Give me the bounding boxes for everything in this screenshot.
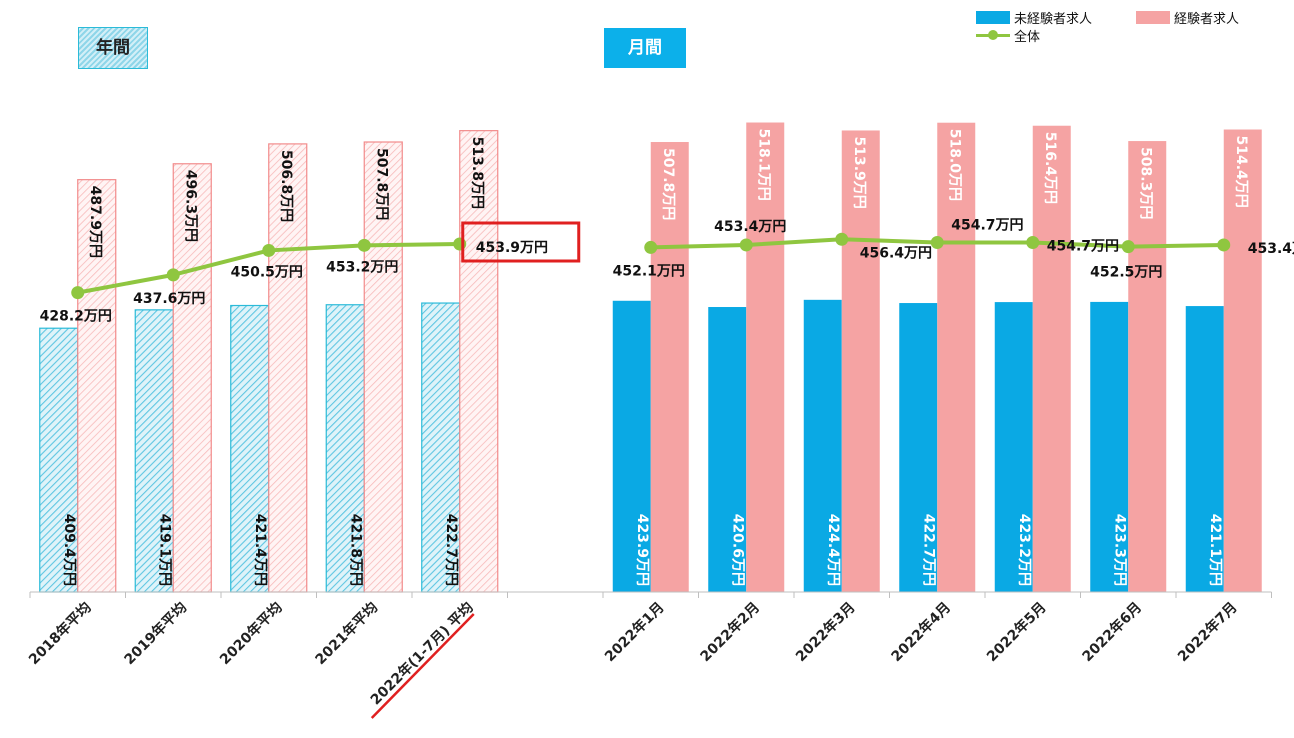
bar-label-inexperienced: 424.4万円 <box>825 514 841 586</box>
overall-point <box>453 237 467 251</box>
x-tick-label: 2022年4月 <box>888 599 954 665</box>
x-tick-label: 2020年平均 <box>216 599 285 668</box>
bar-experienced <box>1223 129 1262 592</box>
x-tick-label: 2022年6月 <box>1079 599 1145 665</box>
bar-experienced <box>1032 125 1071 592</box>
bar-experienced <box>841 130 880 592</box>
bar-label-experienced: 518.1万円 <box>755 129 771 201</box>
bar-label-inexperienced: 422.7万円 <box>920 514 936 586</box>
legend-label-overall: 全体 <box>1014 30 1041 45</box>
line-label: 456.4万円 <box>860 245 932 261</box>
bar-label-inexperienced: 423.2万円 <box>1016 514 1032 586</box>
overall-point <box>644 240 658 254</box>
legend-item-overall: 全体 <box>976 26 1040 45</box>
bar-experienced <box>937 122 976 592</box>
bar-inexperienced <box>899 303 938 592</box>
bar-inexperienced <box>39 327 79 593</box>
bar-label-inexperienced: 421.8万円 <box>347 514 363 586</box>
bar-experienced <box>268 143 308 593</box>
overall-point <box>1217 238 1231 252</box>
bar-label-inexperienced: 409.4万円 <box>61 514 77 586</box>
bar-label-experienced: 518.0万円 <box>946 129 962 201</box>
legend-item-inexperienced: 未経験者求人 <box>976 8 1092 27</box>
overall-point <box>357 238 371 252</box>
line-label: 452.1万円 <box>613 263 685 279</box>
overall-point <box>262 243 276 257</box>
overall-point <box>930 235 944 249</box>
bar-experienced <box>650 142 689 593</box>
bar-experienced <box>172 163 212 593</box>
category-underline <box>370 613 475 719</box>
line-label: 453.9万円 <box>476 240 548 256</box>
overall-point <box>835 232 849 246</box>
line-label: 454.7万円 <box>1047 238 1119 254</box>
annual-label: 年間 <box>78 27 148 69</box>
x-tick-label: 2022年2月 <box>697 599 763 665</box>
line-label: 453.4万円 <box>1248 241 1294 257</box>
legend-label-experienced: 経験者求人 <box>1174 12 1240 27</box>
bar-label-inexperienced: 423.9万円 <box>634 514 650 586</box>
bar-label-inexperienced: 421.1万円 <box>1207 514 1223 586</box>
line-label: 437.6万円 <box>133 291 205 307</box>
legend-swatch-experienced <box>1136 11 1170 24</box>
legend-item-experienced: 経験者求人 <box>1136 8 1239 27</box>
bar-inexperienced <box>1185 306 1224 592</box>
bar-label-experienced: 487.9万円 <box>87 186 103 258</box>
bar-experienced <box>1128 141 1167 592</box>
line-label: 454.7万円 <box>951 217 1023 233</box>
bar-experienced <box>363 141 403 593</box>
line-label: 452.5万円 <box>1090 265 1162 281</box>
x-tick-label: 2019年平均 <box>121 599 190 668</box>
legend-swatch-inexperienced <box>976 11 1010 24</box>
legend: 未経験者求人 経験者求人 全体 <box>976 8 1276 48</box>
line-label: 453.2万円 <box>326 259 398 275</box>
bar-experienced <box>459 130 499 593</box>
bar-label-experienced: 514.4万円 <box>1233 136 1249 208</box>
legend-swatch-overall <box>976 29 1010 42</box>
bar-inexperienced <box>803 299 842 592</box>
bar-label-inexperienced: 419.1万円 <box>156 514 172 586</box>
x-tick-label: 2018年平均 <box>25 599 94 668</box>
bar-label-experienced: 508.3万円 <box>1137 147 1153 219</box>
bar-experienced <box>77 179 117 593</box>
bar-inexperienced <box>994 302 1033 592</box>
bar-label-experienced: 496.3万円 <box>182 170 198 242</box>
line-label: 428.2万円 <box>40 309 112 325</box>
bar-label-inexperienced: 422.7万円 <box>443 514 459 586</box>
bar-label-experienced: 513.8万円 <box>469 137 485 209</box>
line-label: 453.4万円 <box>714 219 786 235</box>
bar-label-inexperienced: 420.6万円 <box>729 514 745 586</box>
legend-label-inexperienced: 未経験者求人 <box>1014 12 1093 27</box>
monthly-label: 月間 <box>604 28 686 68</box>
x-tick-label: 2022年7月 <box>1174 599 1240 665</box>
x-tick-label: 2021年平均 <box>312 599 381 668</box>
bar-label-experienced: 513.9万円 <box>851 136 867 208</box>
overall-point <box>1026 235 1040 249</box>
x-tick-label: 2022年1月 <box>601 599 667 665</box>
overall-point <box>1121 240 1135 254</box>
line-label: 450.5万円 <box>231 264 303 280</box>
bar-label-experienced: 516.4万円 <box>1042 132 1058 204</box>
overall-point <box>71 286 85 300</box>
x-tick-label: 2022年5月 <box>983 599 1049 665</box>
bar-label-inexperienced: 421.4万円 <box>252 514 268 586</box>
bar-inexperienced <box>1090 301 1129 592</box>
bar-label-experienced: 507.8万円 <box>373 148 389 220</box>
bar-inexperienced <box>134 309 174 593</box>
x-tick-label: 2022年(1-7月) 平均 <box>367 599 477 709</box>
x-tick-label: 2022年3月 <box>792 599 858 665</box>
bar-label-inexperienced: 423.3万円 <box>1111 514 1127 586</box>
bar-label-experienced: 507.8万円 <box>660 148 676 220</box>
bar-label-experienced: 506.8万円 <box>278 150 294 222</box>
bar-inexperienced <box>612 300 651 592</box>
highlight-box <box>461 221 581 263</box>
overall-point <box>739 238 753 252</box>
bar-experienced <box>746 122 785 592</box>
bar-inexperienced <box>708 307 747 592</box>
overall-point <box>166 268 180 282</box>
